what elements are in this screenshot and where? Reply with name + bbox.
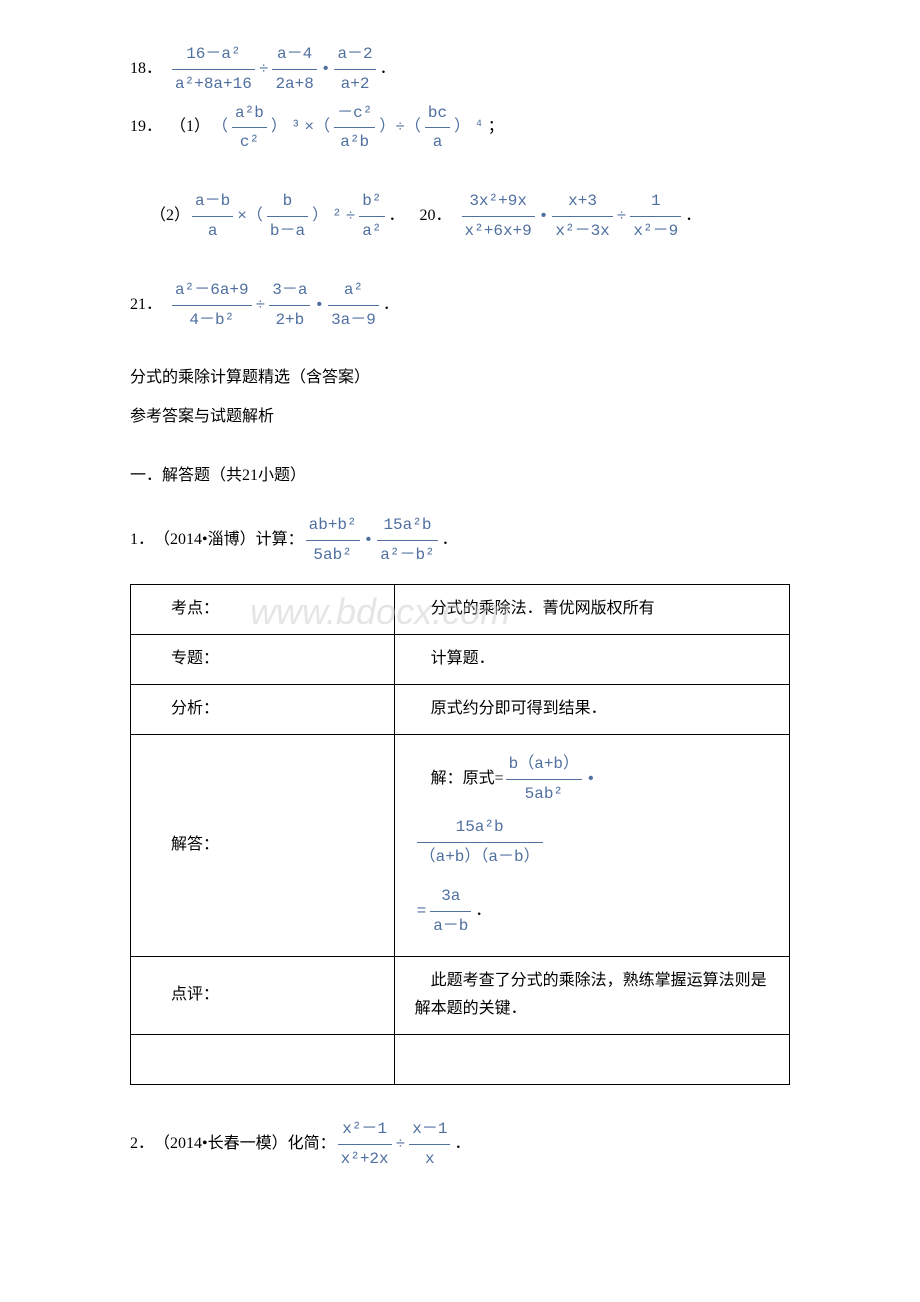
row-label: 专题： — [131, 635, 395, 685]
solution-number: 1． — [130, 526, 154, 555]
fraction: bc a — [425, 99, 450, 158]
fraction: x+3 x²－3x — [552, 187, 612, 246]
problem-20: 20． 3x²+9x x²+6x+9 • x+3 x²－3x ÷ 1 x²－9 … — [420, 187, 702, 246]
problem-21: 21． a²－6a+9 4－b² ÷ 3－a 2+b • a² 3a－9 ． — [130, 276, 399, 335]
fraction: a²b c² — [232, 99, 267, 158]
table-row: 分析： 原式约分即可得到结果． — [131, 684, 790, 734]
table-row: 考点： 分式的乘除法．菁优网版权所有 — [131, 585, 790, 635]
problem-number: 21． — [130, 291, 162, 320]
fraction: 15a²b （a+b）（a－b） — [417, 813, 543, 872]
table-row: 专题： 计算题． — [131, 635, 790, 685]
fraction: 3a a－b — [430, 882, 471, 941]
table-row: 解答： 解：原式= b（a+b） 5ab² • 15a²b （a+b）（a－b）… — [131, 734, 790, 956]
table-row-empty — [131, 1035, 790, 1085]
solution-2-statement: 2． （2014•长春一模）化简： x²－1 x²+2x ÷ x－1 x ． — [130, 1115, 790, 1174]
problem-row-18-19: 18． 16－a² a²+8a+16 ÷ a－4 2a+8 • a－2 a+2 … — [130, 40, 790, 157]
answer-section-title: 分式的乘除计算题精选（含答案） — [130, 364, 790, 393]
row-content: 此题考查了分式的乘除法，熟练掌握运算法则是解本题的关键． — [394, 956, 789, 1035]
fraction: ab+b² 5ab² — [306, 511, 360, 570]
fraction: a² 3a－9 — [328, 276, 379, 335]
table-row: 点评： 此题考查了分式的乘除法，熟练掌握运算法则是解本题的关键． — [131, 956, 790, 1035]
problem-number: 19． — [130, 113, 162, 142]
fraction: 15a²b a²－b² — [377, 511, 437, 570]
problem-row-21: 21． a²－6a+9 4－b² ÷ 3－a 2+b • a² 3a－9 ． — [130, 276, 790, 335]
problem-number: 18． — [130, 55, 162, 84]
fraction: b（a+b） 5ab² — [506, 750, 582, 809]
fraction: a－4 2a+8 — [272, 40, 316, 99]
fraction: 3x²+9x x²+6x+9 — [462, 187, 535, 246]
row-label: 考点： — [131, 585, 395, 635]
problem-18: 18． 16－a² a²+8a+16 ÷ a－4 2a+8 • a－2 a+2 … — [130, 40, 396, 99]
fraction: a²－6a+9 4－b² — [172, 276, 252, 335]
row-label: 解答： — [131, 734, 395, 956]
solution-1-statement: 1． （2014•淄博）计算： ab+b² 5ab² • 15a²b a²－b²… — [130, 511, 790, 570]
fraction: b² a² — [359, 187, 384, 246]
fraction: －c² a²b — [334, 99, 375, 158]
solution-number: 2． — [130, 1130, 154, 1159]
section-heading: 一．解答题（共21小题） — [130, 462, 790, 491]
fraction: b b－a — [267, 187, 308, 246]
fraction: 16－a² a²+8a+16 — [172, 40, 255, 99]
row-label: 分析： — [131, 684, 395, 734]
fraction: x²－1 x²+2x — [338, 1115, 392, 1174]
problem-19-part1: 19． （1） （ a²b c² ） ³ ×（ －c² a²b ）÷（ bc a… — [130, 99, 504, 158]
fraction: 3－a 2+b — [269, 276, 310, 335]
row-content: 计算题． — [394, 635, 789, 685]
row-content: 分式的乘除法．菁优网版权所有 — [394, 585, 789, 635]
analysis-table: 考点： 分式的乘除法．菁优网版权所有 专题： 计算题． 分析： 原式约分即可得到… — [130, 584, 790, 1085]
fraction: x－1 x — [409, 1115, 450, 1174]
fraction: a－b a — [192, 187, 233, 246]
answer-section-subtitle: 参考答案与试题解析 — [130, 403, 790, 432]
problem-row-19b-20: （2） a－b a ×（ b b－a ） ² ÷ b² a² ． 20． 3x²… — [130, 187, 790, 246]
row-label: 点评： — [131, 956, 395, 1035]
fraction: 1 x²－9 — [630, 187, 681, 246]
problem-number: 20． — [420, 202, 452, 231]
problem-19-part2: （2） a－b a ×（ b b－a ） ² ÷ b² a² ． — [150, 187, 405, 246]
row-content: 原式约分即可得到结果． — [394, 684, 789, 734]
fraction: a－2 a+2 — [334, 40, 375, 99]
row-content-solution: 解：原式= b（a+b） 5ab² • 15a²b （a+b）（a－b） = 3… — [394, 734, 789, 956]
